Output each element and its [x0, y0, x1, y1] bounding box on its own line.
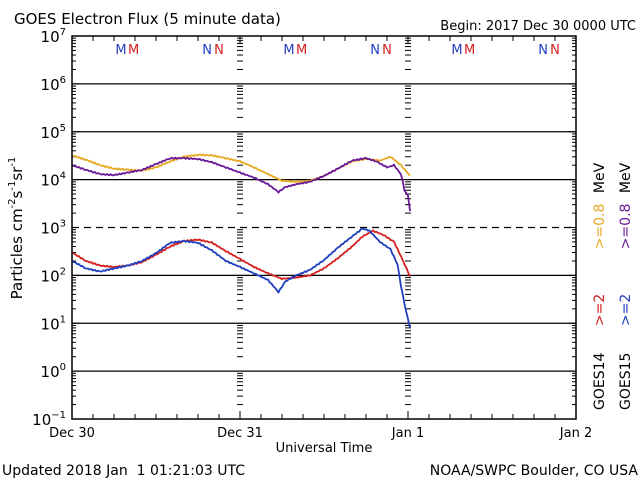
legend-goes15-e2: >=2: [618, 294, 634, 326]
begin-label: Begin: 2017 Dec 30 0000 UTC: [440, 19, 636, 34]
y-label-s: s: [8, 190, 26, 198]
plot-frame: [71, 35, 577, 420]
mn-marker: M: [296, 43, 307, 58]
x-tick-label: Dec 30: [49, 426, 95, 441]
y-tick-label: 101: [41, 314, 66, 333]
legend-goes14-name: GOES14: [592, 352, 608, 410]
series-line: [71, 227, 411, 329]
x-tick-label: Dec 31: [217, 426, 263, 441]
y-tick-exponent: 2: [60, 266, 66, 277]
credit-label: NOAA/SWPC Boulder, CO USA: [430, 463, 639, 479]
mn-marker: N: [370, 43, 380, 58]
mn-marker: M: [128, 43, 139, 58]
y-tick-label: 107: [41, 27, 66, 46]
y-tick-exponent: 1: [60, 314, 66, 325]
y-tick-label: 10−1: [32, 410, 66, 429]
x-tick-label: Jan 2: [559, 426, 592, 441]
svg-text:Particles cm-2s-1sr-1: Particles cm-2s-1sr-1: [7, 157, 26, 300]
grid-lines: [72, 83, 576, 372]
y-tick-label: 105: [41, 123, 66, 142]
series-lines: [71, 153, 411, 329]
x-tick-labels: Dec 30 Dec 31 Jan 1 Jan 2: [49, 426, 592, 441]
legend-goes14-unit: MeV: [592, 162, 608, 193]
y-tick-exponent: 3: [60, 219, 66, 230]
mn-marker: N: [550, 43, 560, 58]
series-line: [71, 156, 411, 212]
y-tick-label: 103: [41, 219, 66, 238]
legend-goes15-unit: MeV: [618, 162, 634, 193]
y-tick-exponent: 6: [60, 75, 66, 86]
y-tick-label: 102: [41, 266, 66, 285]
y-label-exp3: -1: [7, 157, 18, 167]
updated-timestamp: Updated 2018 Jan 1 01:21:03 UTC: [2, 463, 245, 479]
y-tick-label: 104: [41, 171, 66, 190]
y-tick-exponent: 7: [60, 27, 66, 38]
mn-marker: M: [115, 43, 126, 58]
mn-marker: M: [451, 43, 462, 58]
mn-marker: M: [464, 43, 475, 58]
legend-goes15: GOES15 >=2 >=0.8 MeV: [618, 162, 634, 410]
y-label-exp2: -1: [7, 181, 18, 191]
chart-title: GOES Electron Flux (5 minute data): [14, 10, 281, 28]
y-label-main: Particles cm: [8, 208, 26, 299]
x-tick-label: Jan 1: [391, 426, 424, 441]
legend-goes14: GOES14 >=2 >=0.8 MeV: [592, 162, 608, 410]
mn-marker: M: [283, 43, 294, 58]
mn-marker: N: [382, 43, 392, 58]
series-line: [71, 153, 411, 184]
mn-marker: N: [202, 43, 212, 58]
mn-marker: N: [214, 43, 224, 58]
y-tick-exponent: 5: [60, 123, 66, 134]
y-tick-exponent: −1: [51, 410, 66, 421]
y-tick-label: 100: [41, 362, 66, 381]
legend-goes14-e08: >=0.8: [592, 204, 608, 250]
x-axis-label: Universal Time: [276, 441, 373, 456]
y-tick-label: 106: [41, 75, 66, 94]
legend-goes15-e08: >=0.8: [618, 204, 634, 250]
y-label-exp1: -2: [7, 198, 18, 208]
y-tick-exponent: 0: [60, 362, 66, 373]
y-tick-exponent: 4: [60, 171, 66, 182]
legend-goes14-e2: >=2: [592, 294, 608, 326]
legend: GOES14 >=2 >=0.8 MeV GOES15 >=2 >=0.8 Me…: [592, 162, 634, 410]
mn-marker: N: [538, 43, 548, 58]
y-axis-label: Particles cm-2s-1sr-1: [7, 157, 26, 300]
y-label-sr: sr: [8, 166, 26, 181]
legend-goes15-name: GOES15: [618, 353, 634, 410]
